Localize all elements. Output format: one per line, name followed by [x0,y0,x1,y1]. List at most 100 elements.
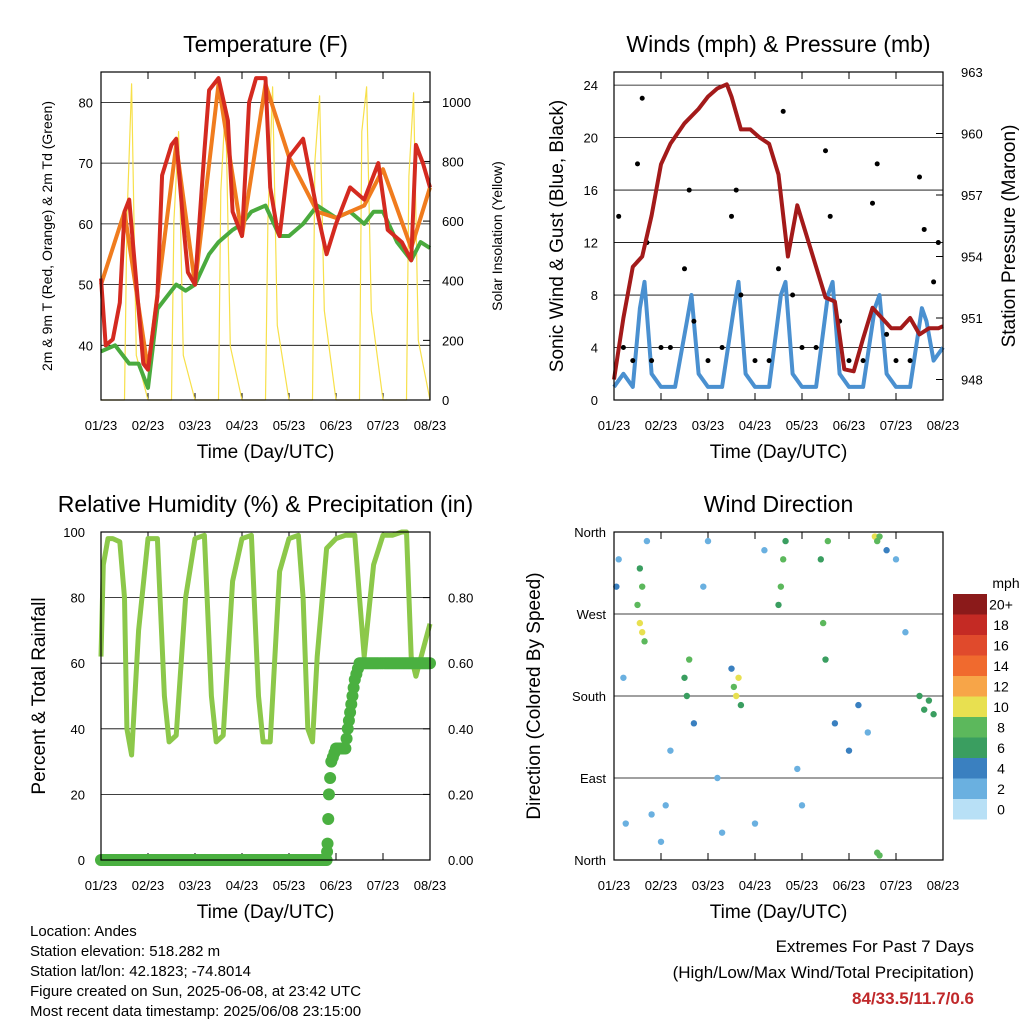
x-tick-label: 01/23 [85,418,118,433]
panel-temperature: Temperature (F) Time (Day/UTC) 01/23 02/23 0… [39,31,505,463]
x-tick-label: 03/23 [179,418,212,433]
series-wind-line [612,279,945,389]
gust-point [639,95,645,101]
gust-point [799,345,805,351]
legend-swatch [953,758,987,779]
chart-title: Relative Humidity (%) & Precipitation (i… [58,491,473,517]
direction-point [639,629,646,636]
gust-point [921,226,927,232]
y-tick-label-left: 100 [63,525,85,540]
x-tick-label: 07/23 [880,878,913,893]
direction-point [876,852,883,859]
legend-label: 10 [993,699,1009,715]
direction-point [730,683,738,691]
x-tick-label: 04/23 [739,418,772,433]
extremes-title: Extremes For Past 7 Days [775,937,974,956]
gust-point [729,213,734,219]
gust-point [691,318,697,324]
y-tick-label-left: 0 [591,393,598,408]
direction-point [883,547,890,554]
x-tick-label: 01/23 [85,878,118,893]
direction-point [700,583,707,590]
plot-frame [613,531,944,861]
panel-winds: Winds (mph) & Pressure (mb) Time (Day/UTC… [547,31,1020,463]
gust-point [884,331,890,337]
x-tick-label: 03/23 [692,878,725,893]
y-axis-label-right: Station Pressure (Maroon) [999,125,1020,348]
legend-swatch [953,655,987,676]
legend-label: 16 [993,637,1009,653]
gust-point [686,187,692,193]
legend-label: 20+ [989,596,1013,612]
direction-point [824,537,832,545]
y-tick-label-right: 0.60 [448,656,473,671]
y-tick-label-left: 0 [78,853,85,868]
y-tick-label-right: 0 [442,393,449,408]
x-tick-label: 01/23 [598,418,631,433]
direction-point [704,537,712,545]
direction-point [718,829,726,836]
precip-point [322,788,335,801]
gust-point [823,148,828,154]
x-tick-label: 05/23 [273,418,306,433]
direction-point [925,697,933,704]
gust-point [682,266,687,272]
series-temp-9m-line [99,82,432,372]
y-tick-label-right: 0.20 [448,787,473,802]
y-tick-label-left: 12 [584,236,598,251]
direction-point [657,838,665,845]
x-tick-label: 06/23 [320,878,353,893]
direction-point [777,583,785,590]
direction-point [876,533,883,540]
direction-point [620,674,627,681]
extremes-block: Extremes For Past 7 Days (High/Low/Max W… [673,934,974,1012]
gust-point [813,345,819,351]
direction-point [690,720,698,727]
legend-label: 6 [997,740,1005,756]
y-tick-label: North [574,853,606,868]
plot-frame [100,71,431,401]
y-tick-label-right: 800 [442,154,464,169]
x-tick-label: 05/23 [786,418,819,433]
gust-point [738,292,744,298]
gust-point [935,240,941,246]
y-tick-label-left: 80 [79,95,93,110]
direction-point [782,537,789,545]
latlon-text: Station lat/lon: 42.1823; -74.8014 [30,963,252,980]
legend-label: 0 [997,801,1005,817]
direction-point [751,820,759,827]
direction-point [819,619,827,627]
timestamp-text: Most recent data timestamp: 2025/06/08 2… [30,1003,362,1020]
y-tick-label-right: 963 [961,65,983,80]
y-tick-label: South [572,689,606,704]
legend-label: 2 [997,781,1005,797]
direction-point [892,556,900,563]
direction-point [761,547,768,554]
elevation-text: Station elevation: 518.282 m [30,943,221,960]
direction-point [930,711,937,718]
gust-point [907,358,913,364]
extremes-subtitle: (High/Low/Max Wind/Total Precipitation) [672,963,974,982]
extremes-values: 84/33.5/11.7/0.6 [852,989,974,1008]
direction-point [622,820,629,827]
precip-point [340,732,353,745]
y-tick-label-right: 600 [442,214,464,229]
gust-point [616,213,622,219]
station-info: Location: Andes Station elevation: 518.2… [30,922,361,1022]
direction-point [639,583,646,590]
direction-point [733,692,740,700]
direction-point [780,556,787,563]
y-tick-label-right: 0.80 [448,591,473,606]
y-axis-label-left: Percent & Total Rainfall [29,597,50,794]
y-tick-label-left: 20 [71,787,85,802]
gust-point [705,358,711,364]
legend-swatch [953,696,987,717]
gust-point [846,358,852,364]
gust-point [766,358,772,364]
legend-label: 18 [993,617,1009,633]
series-humidity-line [98,529,433,758]
direction-point [831,720,839,727]
chart-title: Temperature (F) [183,31,348,57]
legend-swatch [953,594,987,615]
